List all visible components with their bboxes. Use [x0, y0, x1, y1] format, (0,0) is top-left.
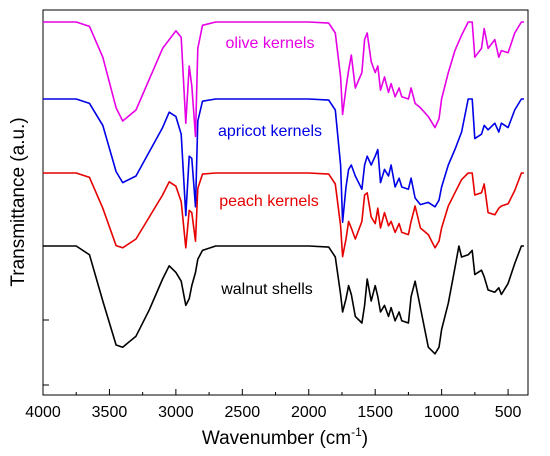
series-lines — [43, 21, 524, 355]
series-line-olive-kernels — [43, 21, 524, 138]
y-axis-label: Transmittance (a.u.) — [8, 117, 29, 286]
series-line-apricot-kernels — [43, 98, 524, 223]
x-tick-label: 2000 — [291, 404, 327, 421]
series-label-peach-kernels: peach kernels — [219, 193, 319, 210]
series-line-walnut-shells — [43, 245, 524, 355]
series-label-walnut-shells: walnut shells — [220, 281, 313, 298]
plot-frame — [42, 9, 529, 396]
series-labels: olive kernels apricot kernels peach kernel… — [218, 35, 322, 298]
x-tick-label: 500 — [495, 404, 522, 421]
x-tick-label: 3500 — [92, 404, 128, 421]
series-label-apricot-kernels: apricot kernels — [218, 123, 322, 140]
x-tick-label: 1000 — [424, 404, 460, 421]
x-axis-ticks: 4000 3500 3000 2500 2000 1500 1000 500 — [25, 389, 522, 421]
series-label-olive-kernels: olive kernels — [226, 35, 315, 52]
x-tick-label: 4000 — [25, 404, 61, 421]
y-axis-ticks — [43, 21, 49, 386]
series-line-peach-kernels — [43, 172, 524, 258]
x-tick-label: 2500 — [225, 404, 261, 421]
x-tick-label: 1500 — [357, 404, 393, 421]
x-tick-label: 3000 — [158, 404, 194, 421]
x-axis-label: Wavenumber (cm-1) — [202, 425, 368, 449]
